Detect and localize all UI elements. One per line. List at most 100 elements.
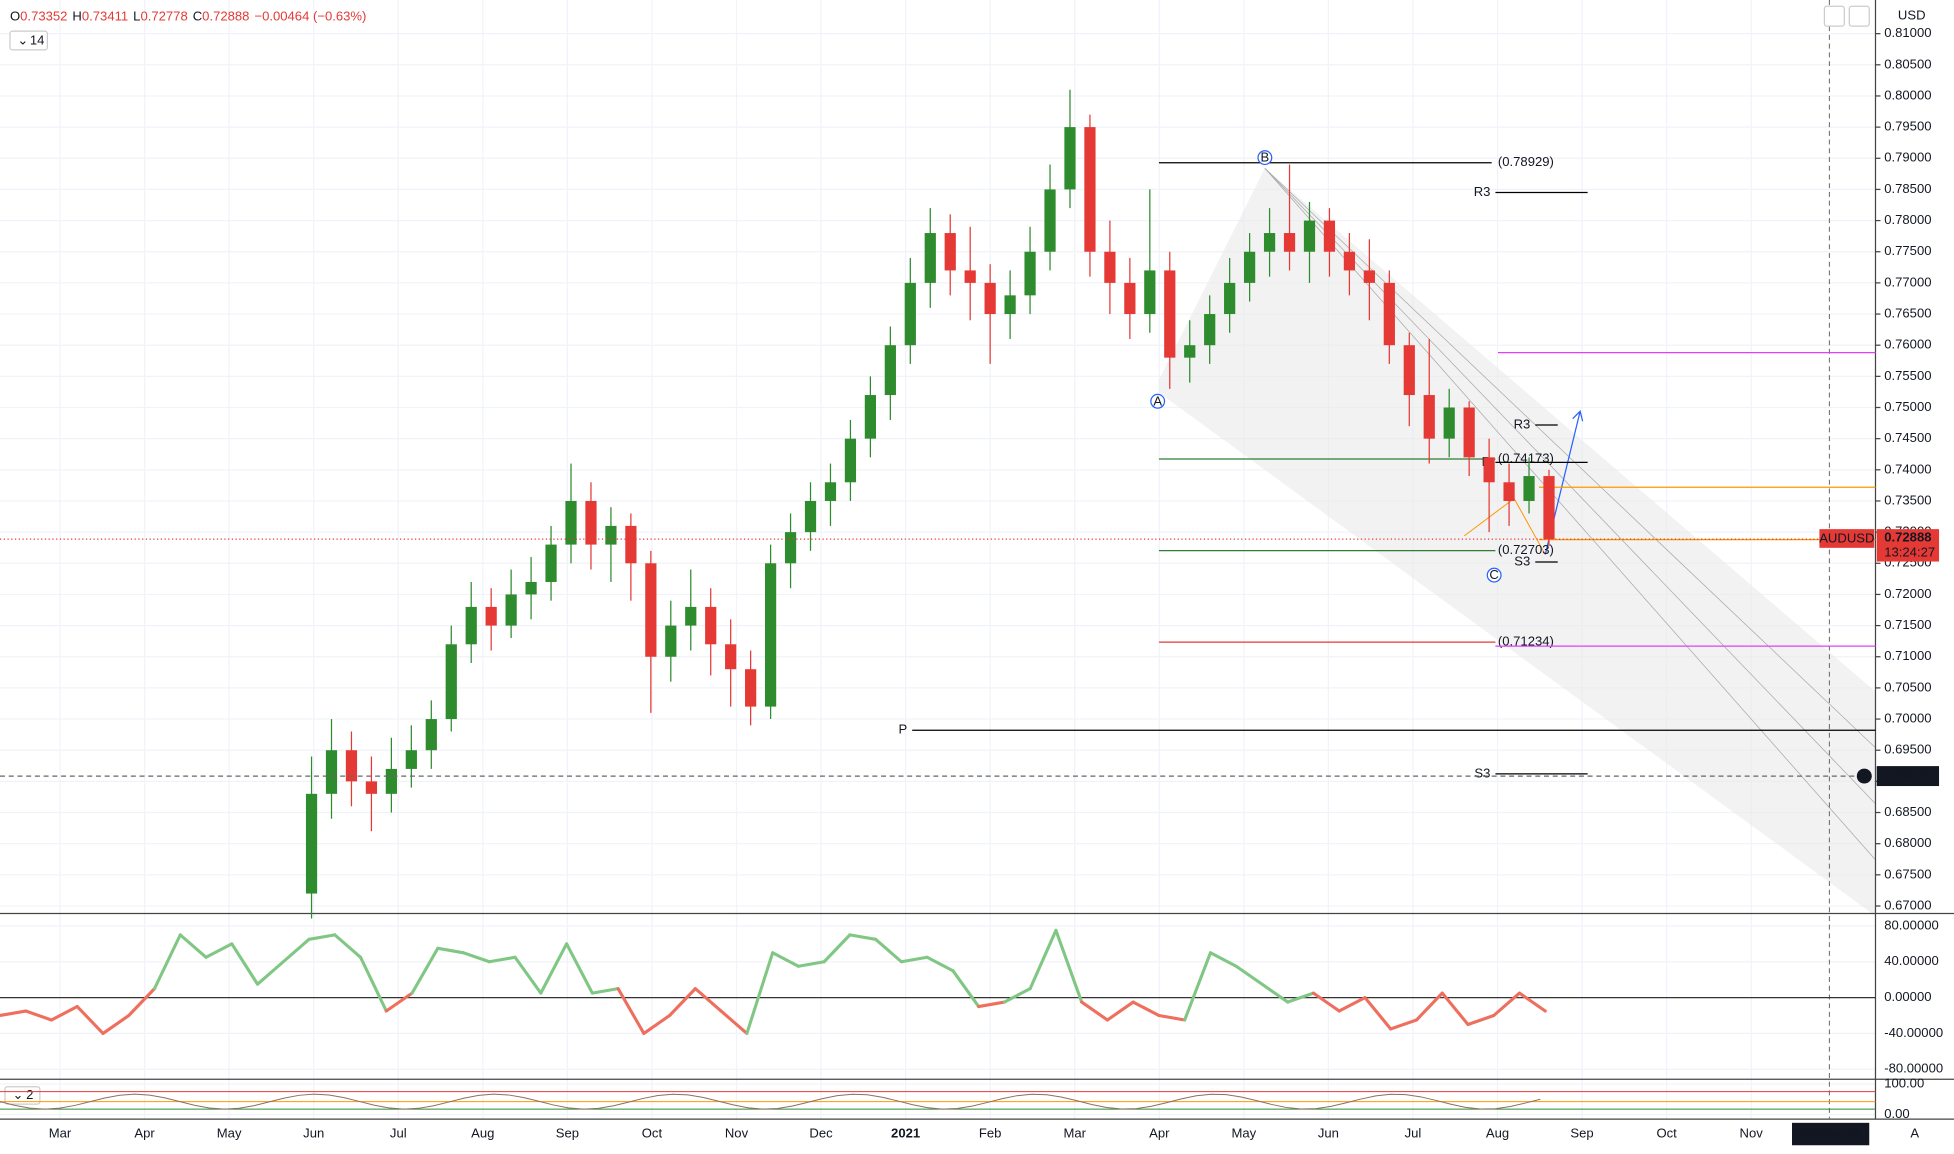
oscillator-segment — [539, 942, 569, 995]
candle-body — [804, 500, 817, 533]
candle-body — [745, 669, 757, 707]
candle-body — [425, 719, 437, 751]
oscillator-segment — [899, 955, 929, 964]
oscillator-segment — [307, 933, 337, 941]
ind3-tick-label: 0.00 — [1884, 1106, 1909, 1121]
ohlc-header: O0.73352 H0.73411 L0.72778 C0.72888 −0.00464… — [10, 9, 366, 24]
candle-body — [385, 768, 397, 794]
candle-body — [1323, 220, 1336, 252]
channel-line — [1264, 167, 1876, 861]
indicator-badge[interactable] — [9, 30, 48, 51]
y-tick-label: 0.80000 — [1884, 87, 1931, 102]
x-tick-label: Mar — [1063, 1125, 1086, 1140]
x-tick-label: Apr — [134, 1125, 155, 1140]
scroll-button[interactable] — [1823, 5, 1845, 27]
candle-body — [1024, 251, 1036, 296]
reset-button[interactable] — [1848, 5, 1870, 27]
y-tick-label: 0.71000 — [1884, 648, 1931, 663]
oscillator-segment — [925, 955, 955, 973]
candle-body — [1244, 251, 1256, 283]
candle-body — [565, 500, 577, 545]
oscillator-segment — [1363, 996, 1393, 1031]
oscillator-segment — [1440, 991, 1470, 1027]
oscillator-segment — [590, 987, 620, 995]
chevron: ⌄ — [17, 33, 28, 48]
candle-body — [645, 563, 657, 657]
candle-body — [984, 282, 996, 315]
currency[interactable]: USD — [1898, 8, 1926, 23]
y-tick-label: 0.67000 — [1884, 897, 1931, 912]
y-tick-label: 0.76500 — [1884, 305, 1931, 320]
candle-body — [325, 750, 338, 794]
candle-body — [685, 606, 697, 626]
oscillator-segment — [796, 960, 826, 968]
indicator2-param: 2 — [26, 1087, 33, 1102]
oscillator-segment — [101, 1013, 131, 1035]
ohlc-label: C — [193, 9, 202, 24]
candle-body — [1204, 314, 1216, 346]
candle-body — [1523, 476, 1535, 501]
oscillator-segment — [977, 1000, 1006, 1009]
indicator2-badge[interactable] — [4, 1086, 41, 1105]
oscillator-segment — [152, 933, 182, 991]
candle-body — [1543, 476, 1555, 540]
oscillator-segment — [1028, 928, 1058, 991]
y-tick-label: 0.79000 — [1884, 150, 1931, 165]
symbol: AUDUSD — [1819, 531, 1874, 546]
indicator3-line — [0, 1093, 1541, 1110]
level-label: (0.74173) — [1498, 450, 1554, 465]
y-tick-label: 0.71500 — [1884, 617, 1931, 632]
axis-mode[interactable]: A — [1910, 1125, 1919, 1140]
candle-body — [1144, 270, 1156, 315]
candle-body — [1503, 482, 1515, 501]
oscillator-segment — [1054, 928, 1084, 1004]
crosshair-badge — [1876, 766, 1940, 787]
candle-body — [1403, 345, 1415, 396]
oscillator-segment — [1492, 991, 1522, 1018]
wave-label: B — [1260, 150, 1269, 165]
candle-body — [585, 500, 597, 545]
oscillator-segment — [1208, 951, 1238, 968]
oscillator-segment — [384, 991, 414, 1013]
oscillator-segment — [436, 946, 466, 955]
candle-body — [884, 345, 896, 396]
oscillator-segment — [487, 955, 517, 964]
ohlc-value: 0.72778 — [140, 9, 187, 24]
oscillator-segment — [745, 951, 775, 1035]
osc-tick-label: 0.00000 — [1884, 989, 1931, 1004]
candle-body — [625, 525, 637, 564]
oscillator-segment — [359, 955, 388, 1013]
osc-tick-label: 80.00000 — [1884, 917, 1939, 932]
x-tick-label: Oct — [642, 1125, 663, 1140]
level-label: (0.78929) — [1498, 154, 1554, 169]
candle-body — [1443, 407, 1455, 439]
oscillator-segment — [410, 946, 440, 995]
y-tick-label: 0.75000 — [1884, 399, 1931, 414]
symbol-badge — [1819, 529, 1875, 548]
candle-body — [345, 750, 358, 782]
chevron: ⌄ — [12, 1087, 23, 1102]
candle-body — [1483, 457, 1495, 483]
candle-body — [485, 606, 497, 626]
candle-body — [1184, 345, 1196, 358]
y-tick-label: 0.76000 — [1884, 337, 1931, 352]
oscillator-segment — [1131, 1000, 1161, 1018]
level-label: S3 — [1514, 553, 1530, 568]
x-tick-label: Jun — [303, 1125, 324, 1140]
y-tick-label: 0.81000 — [1884, 25, 1931, 40]
candle-body — [1044, 189, 1056, 252]
oscillator-segment — [281, 937, 311, 964]
candle-body — [944, 233, 956, 271]
add-button[interactable] — [1856, 768, 1872, 784]
x-tick-label: Apr — [1149, 1125, 1170, 1140]
x-tick-label: Jul — [390, 1125, 407, 1140]
candle-body — [505, 594, 517, 626]
oscillator-segment — [1311, 991, 1341, 1013]
oscillator-segment — [616, 987, 646, 1035]
pitchfork-channel — [1158, 168, 1876, 916]
candle-body — [1064, 127, 1076, 190]
oscillator-segment — [1002, 987, 1032, 1004]
oscillator-segment — [513, 955, 543, 995]
candle-body — [844, 438, 857, 483]
crosshair-price: 0.69085 — [1884, 768, 1931, 783]
